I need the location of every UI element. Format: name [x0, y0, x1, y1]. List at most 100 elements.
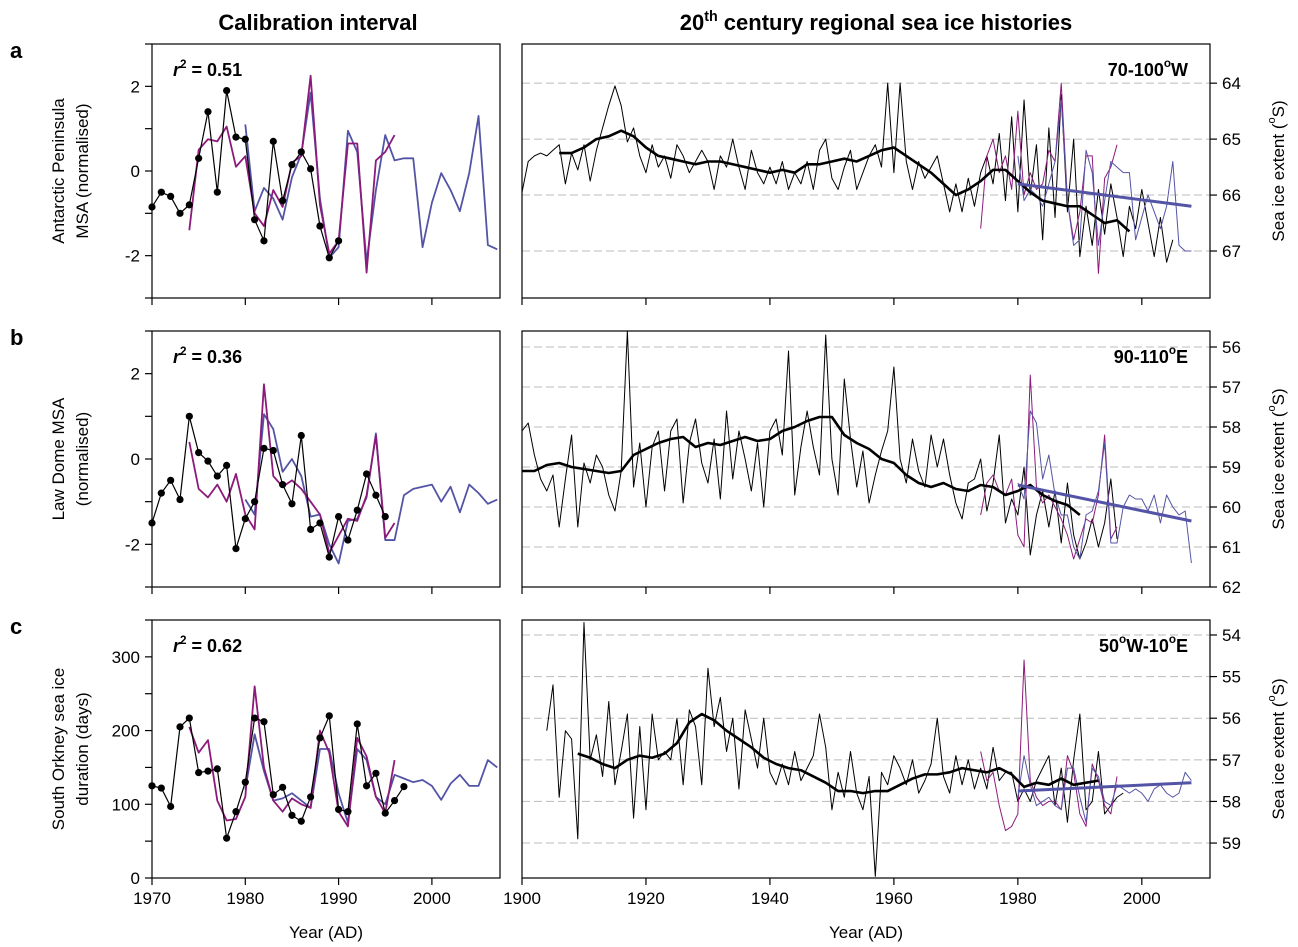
data-point	[176, 209, 184, 217]
series-line	[546, 622, 1124, 877]
data-point	[185, 412, 193, 420]
data-point	[195, 449, 203, 457]
column-title-part: th	[704, 9, 718, 25]
series-line	[152, 89, 340, 259]
data-point	[307, 793, 315, 801]
data-point	[297, 431, 305, 440]
data-point	[232, 808, 240, 816]
y-tick-label: 65	[1222, 130, 1241, 149]
x-tick-label: 1960	[875, 889, 913, 908]
data-point	[269, 791, 277, 799]
data-point	[288, 811, 296, 819]
y-tick-label: 56	[1222, 709, 1241, 728]
data-point	[213, 188, 221, 196]
data-point	[223, 86, 231, 95]
y-axis-label: South Orkney sea ice	[49, 668, 68, 831]
y-tick-label: 57	[1222, 378, 1241, 397]
region-label-part: E	[1176, 636, 1188, 656]
y-axis-label-part: Sea ice extent (	[1269, 701, 1288, 819]
data-point	[213, 472, 221, 480]
y-axis-label: MSA (normalised)	[73, 103, 92, 238]
y-axis-label-part: Sea ice extent (	[1269, 411, 1288, 529]
y-tick-label: -2	[125, 247, 140, 266]
data-point	[325, 712, 333, 720]
y-tick-label: 2	[131, 365, 140, 384]
y-axis-label: Sea ice extent (oS)	[1266, 388, 1288, 529]
series-line	[1017, 755, 1192, 823]
y-axis-label-part: o	[1266, 117, 1278, 123]
x-axis-label: Year (AD)	[829, 923, 903, 942]
data-point	[297, 148, 305, 156]
region-label-part: o	[1169, 344, 1176, 357]
x-tick-label: 1970	[133, 889, 171, 908]
y-tick-label: 59	[1222, 458, 1241, 477]
data-point	[260, 237, 268, 245]
data-point	[307, 525, 315, 534]
data-point	[204, 108, 212, 116]
series-line	[980, 659, 1118, 832]
column-title: Calibration interval	[218, 10, 417, 35]
data-point	[307, 165, 315, 173]
y-tick-label: 62	[1222, 578, 1241, 597]
r-value: = 0.36	[192, 347, 243, 367]
column-title: 20th century regional sea ice histories	[680, 9, 1073, 35]
y-axis-label: Sea ice extent (oS)	[1266, 100, 1288, 241]
data-point	[195, 154, 203, 162]
y-tick-label: 55	[1222, 668, 1241, 687]
data-point	[251, 216, 259, 224]
region-label-part: W	[1171, 60, 1188, 80]
data-point	[232, 133, 240, 141]
data-point	[195, 768, 203, 777]
y-axis-label-part: S)	[1269, 678, 1288, 695]
data-point	[204, 457, 212, 465]
y-tick-label: 61	[1222, 538, 1241, 557]
data-point	[334, 513, 343, 521]
plot-frame	[151, 43, 501, 299]
data-point	[353, 506, 361, 514]
panel-label: a	[10, 38, 23, 63]
panel-label: b	[10, 325, 23, 350]
data-point	[381, 513, 389, 521]
y-tick-label: 58	[1222, 418, 1241, 437]
region-label: 70-100oW	[1108, 57, 1188, 80]
data-point	[223, 834, 231, 842]
data-point	[344, 536, 352, 544]
r-superscript: 2	[180, 58, 187, 71]
plot-frame	[521, 43, 1211, 299]
y-tick-label: 200	[112, 722, 140, 741]
y-tick-label: 58	[1222, 792, 1241, 811]
series-line	[1017, 483, 1192, 523]
y-tick-label: 67	[1222, 242, 1241, 261]
series-line	[522, 82, 1174, 263]
data-point	[269, 137, 277, 145]
data-point	[381, 809, 389, 817]
y-tick-label: 0	[131, 869, 140, 888]
data-point	[167, 476, 175, 484]
data-point	[325, 254, 333, 262]
data-point	[372, 491, 380, 499]
data-point	[260, 444, 268, 452]
r-symbol: r	[173, 347, 181, 367]
data-point	[279, 783, 287, 791]
data-point	[362, 782, 371, 790]
data-point	[279, 197, 287, 205]
data-point	[325, 553, 333, 561]
data-point	[176, 723, 184, 731]
data-point	[390, 797, 399, 805]
data-point	[185, 714, 193, 722]
data-point	[297, 817, 305, 825]
r-squared: r2 = 0.51	[173, 58, 242, 80]
y-axis-label: Sea ice extent (oS)	[1266, 678, 1288, 819]
data-point	[316, 519, 324, 527]
plot-frame	[151, 330, 501, 588]
y-tick-label: 54	[1222, 626, 1241, 645]
series-line	[577, 712, 1099, 795]
y-tick-label: 60	[1222, 498, 1241, 517]
region-label-part: W-10	[1126, 636, 1169, 656]
data-point	[232, 545, 240, 553]
x-tick-label: 1940	[751, 889, 789, 908]
data-point	[157, 489, 165, 497]
y-axis-label-part: S)	[1269, 388, 1288, 405]
data-point	[372, 769, 380, 777]
region-label-part: 90-110	[1114, 347, 1169, 367]
